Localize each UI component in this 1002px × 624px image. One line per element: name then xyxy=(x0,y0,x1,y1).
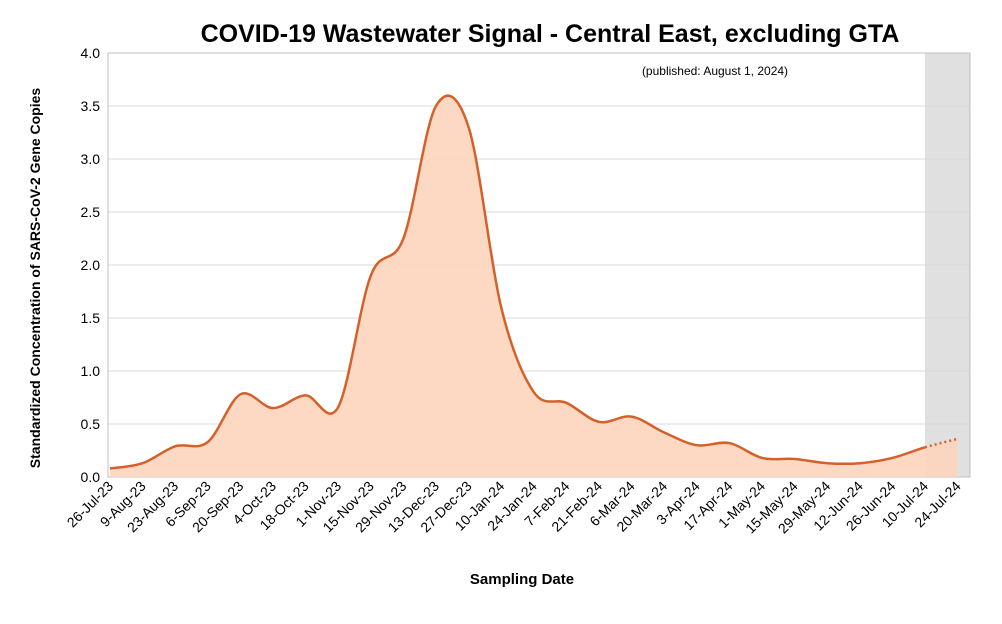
chart-title: COVID-19 Wastewater Signal - Central Eas… xyxy=(201,20,900,48)
line-provisional xyxy=(924,437,958,449)
y-tick-label: 0.0 xyxy=(81,469,101,485)
y-tick-label: 3.0 xyxy=(81,151,101,167)
x-axis-label: Sampling Date xyxy=(470,571,574,588)
y-tick-label: 1.5 xyxy=(81,310,101,326)
y-tick-label: 4.0 xyxy=(81,45,101,61)
y-tick-label: 2.5 xyxy=(81,204,101,220)
area xyxy=(110,95,958,477)
y-tick-label: 2.0 xyxy=(81,257,101,273)
line xyxy=(109,94,926,470)
chart-subtitle: (published: August 1, 2024) xyxy=(642,64,788,78)
y-tick-label: 0.5 xyxy=(81,416,101,432)
y-axis-label: Standardized Concentration of SARS-CoV-2… xyxy=(27,88,43,469)
y-tick-label: 1.0 xyxy=(81,363,101,379)
y-tick-label: 3.5 xyxy=(81,98,101,114)
